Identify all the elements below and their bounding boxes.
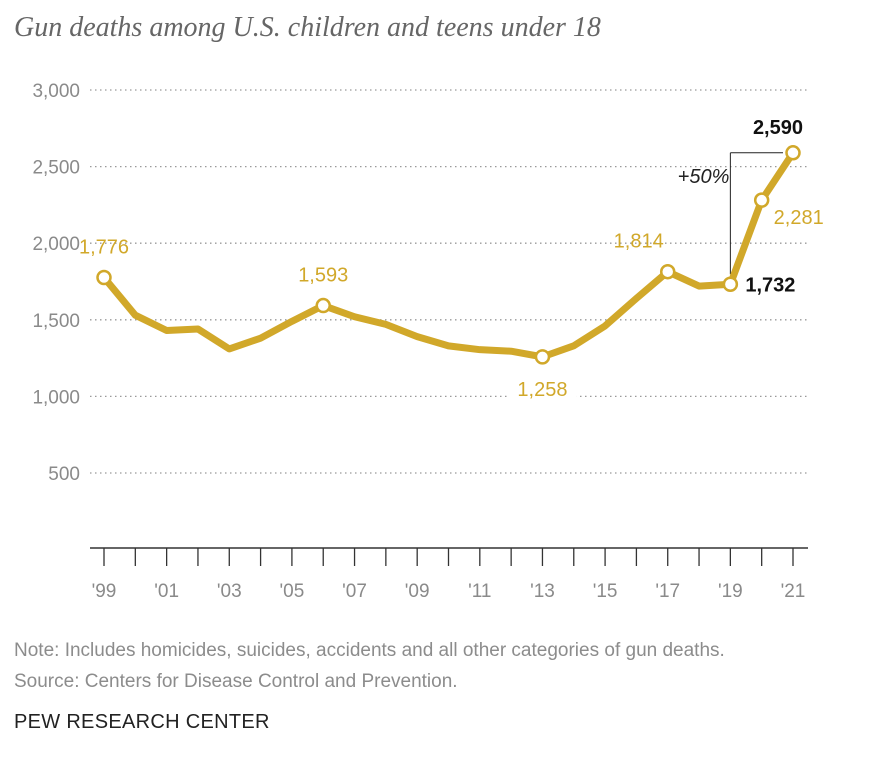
y-tick-label: 2,500 [32, 158, 80, 179]
series-line [100, 149, 797, 361]
x-tick-label: '15 [593, 581, 618, 602]
x-tick-label: '01 [154, 581, 179, 602]
line-chart: 500 1,000 1,500 2,000 2,500 3,000 '99 '01 '03 '0… [32, 81, 824, 602]
data-point-marker [722, 276, 739, 293]
x-tick-label: '99 [92, 581, 117, 602]
x-tick-label: '11 [468, 581, 491, 602]
x-tick-label: '17 [655, 581, 680, 602]
y-tick-label: 2,000 [32, 234, 80, 255]
chart-note: Note: Includes homicides, suicides, acci… [14, 640, 725, 661]
x-tick-label: '03 [217, 581, 242, 602]
x-tick-label: '09 [405, 581, 430, 602]
x-tick-label: '21 [781, 581, 806, 602]
chart-title: Gun deaths among U.S. children and teens… [14, 12, 601, 43]
data-label: 1,814 [614, 231, 664, 253]
y-tick-label: 1,500 [32, 311, 80, 332]
annotation-label: +50% [678, 166, 730, 188]
data-point-marker [315, 297, 331, 314]
x-tick-label: '05 [280, 581, 305, 602]
data-label: 1,593 [298, 265, 348, 287]
x-tick-label: '19 [718, 581, 743, 602]
data-point-marker [785, 145, 801, 161]
data-point-marker [96, 269, 112, 286]
data-labels: 1,776 1,593 1,258 1,814 1,732 2,281 2,590 [79, 117, 824, 401]
y-tick-label: 500 [48, 464, 80, 485]
data-label: 1,258 [517, 379, 567, 401]
data-label: 1,776 [79, 237, 129, 259]
chart-source: Source: Centers for Disease Control and … [14, 671, 458, 692]
y-tick-label: 3,000 [32, 81, 80, 102]
data-point-marker [534, 349, 551, 365]
data-label: 2,281 [774, 207, 824, 229]
y-axis-tick-labels: 500 1,000 1,500 2,000 2,500 3,000 [32, 81, 80, 485]
x-tick-label: '07 [342, 581, 367, 602]
grid-lines [90, 89, 808, 474]
brand-logo-text: PEW RESEARCH CENTER [14, 711, 270, 733]
annotation-layer: +50% [678, 152, 783, 275]
data-point-marker [753, 192, 770, 208]
x-tick-label: '13 [530, 581, 555, 602]
y-tick-label: 1,000 [32, 387, 80, 408]
series-layer [96, 145, 801, 365]
data-point-marker [659, 263, 676, 280]
data-label: 2,590 [753, 117, 803, 139]
x-axis: '99 '01 '03 '05 '07 '09 '11 '13 '15 '17 '19 '21 [90, 547, 808, 602]
data-label: 1,732 [745, 274, 795, 296]
label-background [508, 376, 577, 401]
